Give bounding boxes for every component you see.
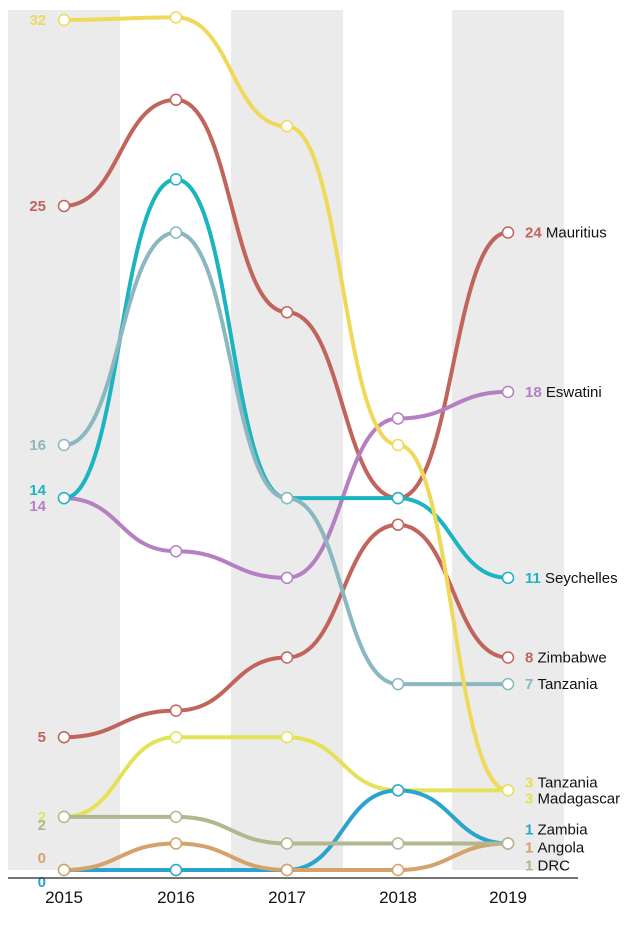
point-seychelles-2018 <box>391 491 405 505</box>
point-drc-2018 <box>391 837 405 850</box>
point-angola-2017 <box>280 863 294 877</box>
end-label-drc-9: 1 DRC <box>525 857 570 874</box>
end-label-tanzania-5: 3 Tanzania <box>525 774 598 791</box>
point-tanzania-2016 <box>169 11 183 24</box>
point-zimbabwe-2017 <box>280 651 294 664</box>
end-label-angola-8: 1 Angola <box>525 839 585 856</box>
x-tick-2017: 2017 <box>268 888 306 907</box>
point-eswatini-2019 <box>501 385 515 399</box>
point-mauritius-2017 <box>280 305 294 319</box>
point-tanzania-2018 <box>391 438 405 452</box>
x-tick-2015: 2015 <box>45 888 83 907</box>
start-label-tanzania-4: 16 <box>29 437 46 454</box>
point-seychelles-2015 <box>57 491 71 505</box>
x-tick-2016: 2016 <box>157 888 195 907</box>
point-angola-2016 <box>169 837 183 850</box>
point-seychelles-2019 <box>501 571 515 585</box>
series-points <box>57 11 515 877</box>
point-madagascar-2017 <box>280 730 294 744</box>
point-tanzania-2019 <box>501 677 515 691</box>
end-label-zimbabwe-3: 8 Zimbabwe <box>525 650 607 667</box>
start-label-eswatini-1: 14 <box>29 498 46 515</box>
x-axis-ticks: 2015 2016 2017 2018 2019 <box>45 888 527 907</box>
series-line-zambia-7 <box>62 788 510 872</box>
series-line-eswatini-1 <box>62 389 510 580</box>
end-labels: 24 Mauritius 18 Eswatini 11 Seychelles 8 Zi… <box>525 225 620 875</box>
start-label-seychelles-2: 14 <box>29 482 46 499</box>
start-label-zambia-7: 0 <box>38 874 46 891</box>
start-label-angola-8: 0 <box>38 850 46 867</box>
end-label-mauritius-0: 24 Mauritius <box>525 225 607 242</box>
point-tanzania-2016 <box>169 226 183 239</box>
point-eswatini-2018 <box>391 412 405 425</box>
point-madagascar-2019 <box>501 784 515 797</box>
x-tick-2018: 2018 <box>379 888 417 907</box>
point-tanzania-2017 <box>280 120 294 133</box>
point-eswatini-2017 <box>280 571 294 585</box>
start-label-madagascar-6: 2 <box>38 809 46 826</box>
background-bands <box>8 10 564 870</box>
point-tanzania-2017 <box>280 491 294 505</box>
point-zambia-2018 <box>391 784 405 797</box>
point-mauritius-2016 <box>169 93 183 106</box>
point-angola-2018 <box>391 863 405 877</box>
x-tick-2019: 2019 <box>489 888 527 907</box>
point-drc-2019 <box>501 837 515 850</box>
point-tanzania-2018 <box>391 677 405 691</box>
point-zimbabwe-2016 <box>169 704 183 717</box>
start-label-zimbabwe-3: 5 <box>38 729 46 746</box>
point-angola-2015 <box>57 863 71 877</box>
column-band-2019 <box>452 10 564 870</box>
point-drc-2017 <box>280 837 294 850</box>
point-zimbabwe-2018 <box>391 518 405 531</box>
end-label-madagascar-6: 3 Madagascar <box>525 790 620 807</box>
start-label-drc-9: 2 <box>38 817 46 834</box>
series-line-seychelles-2 <box>62 177 510 580</box>
point-eswatini-2016 <box>169 545 183 558</box>
point-mauritius-2019 <box>501 226 515 239</box>
point-mauritius-2015 <box>57 199 71 213</box>
point-drc-2016 <box>169 810 183 824</box>
start-label-mauritius-0: 25 <box>29 198 46 215</box>
point-madagascar-2016 <box>169 730 183 744</box>
end-label-tanzania-4: 7 Tanzania <box>525 676 598 693</box>
point-zambia-2016 <box>169 863 183 877</box>
end-label-zambia-7: 1 Zambia <box>525 821 588 838</box>
point-tanzania-2015 <box>57 438 71 452</box>
end-label-seychelles-2: 11 Seychelles <box>525 570 618 587</box>
point-drc-2015 <box>57 810 71 824</box>
point-tanzania-2015 <box>57 13 71 27</box>
end-label-eswatini-1: 18 Eswatini <box>525 384 602 401</box>
point-zimbabwe-2015 <box>57 730 71 744</box>
point-seychelles-2016 <box>169 173 183 186</box>
start-label-tanzania-5: 32 <box>29 12 46 29</box>
point-zimbabwe-2019 <box>501 651 515 664</box>
